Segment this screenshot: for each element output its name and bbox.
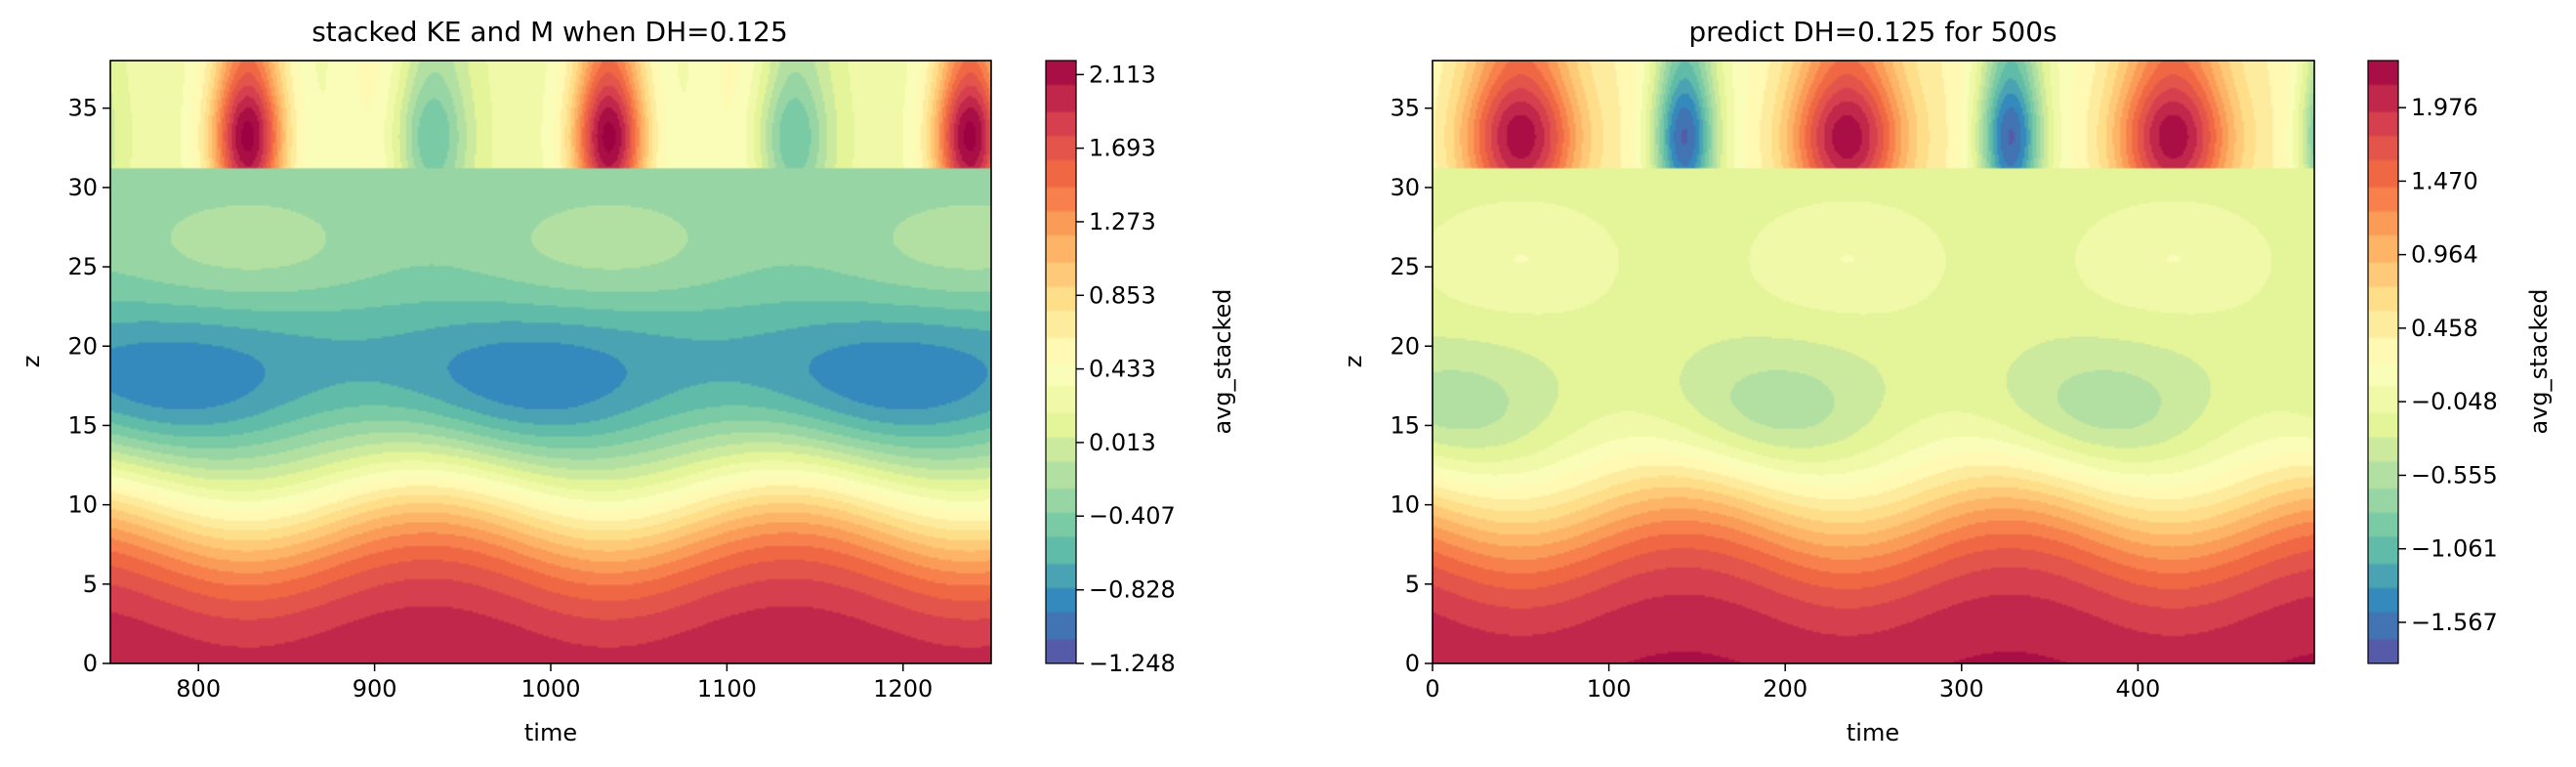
colorbar-tick-label: 1.976: [2411, 94, 2478, 121]
x-tick-label: 900: [353, 675, 397, 703]
x-tick-label: 800: [176, 675, 221, 703]
colorbar-tick-label: −0.828: [1089, 576, 1176, 604]
colorbar-tick-label: 1.693: [1089, 135, 1156, 162]
colorbar-ticks: −1.567 −1.061 −0.555 −0.048 0.458 0.964 1.470 1…: [2398, 94, 2498, 636]
y-tick-label: 35: [1390, 95, 1420, 122]
heatmap-image: [110, 61, 991, 663]
colorbar-tick-label: −1.248: [1089, 650, 1176, 677]
panel-left: stacked KE and M when DH=0.125 800 900 100…: [18, 16, 1236, 746]
y-axis-label: z: [1340, 356, 1367, 368]
x-tick-label: 300: [1939, 675, 1984, 703]
y-tick-label: 10: [67, 491, 98, 519]
colorbar-tick-label: 0.458: [2411, 315, 2478, 342]
x-tick-label: 400: [2115, 675, 2160, 703]
plot-frame: [1432, 60, 2315, 664]
colorbar-tick-label: 0.853: [1089, 281, 1156, 309]
y-tick-label: 25: [67, 253, 98, 280]
chart-title: predict DH=0.125 for 500s: [1688, 16, 2057, 48]
x-axis-ticks: 800 900 1000 1100 1200: [176, 663, 933, 703]
colorbar-tick-label: 1.273: [1089, 208, 1156, 235]
y-axis-label: z: [18, 356, 45, 368]
colorbar-image: [2368, 61, 2398, 663]
x-tick-label: 100: [1587, 675, 1632, 703]
x-tick-label: 0: [1425, 675, 1439, 703]
colorbar-tick-label: −1.567: [2411, 609, 2498, 636]
colorbar-label: avg_stacked: [1209, 288, 1236, 434]
colorbar-ticks: −1.248 −0.828 −0.407 0.013 0.433 0.853 1.273 1.…: [1076, 61, 1176, 677]
y-tick-label: 20: [1390, 332, 1420, 360]
y-tick-label: 15: [67, 411, 98, 439]
x-tick-label: 1000: [520, 675, 580, 703]
y-tick-label: 10: [1390, 491, 1420, 519]
y-tick-label: 5: [83, 571, 98, 598]
y-tick-label: 30: [67, 174, 98, 201]
x-axis-label: time: [524, 719, 577, 746]
colorbar-frame: [1045, 60, 1077, 664]
colorbar-tick-label: 2.113: [1089, 61, 1156, 88]
x-axis-label: time: [1847, 719, 1899, 746]
heatmap-image: [1433, 61, 2314, 663]
y-tick-label: 25: [1390, 253, 1420, 280]
colorbar-tick-label: 0.013: [1089, 429, 1156, 456]
colorbar-tick-label: 0.964: [2411, 241, 2478, 269]
colorbar-tick-label: −1.061: [2411, 535, 2498, 563]
chart-title: stacked KE and M when DH=0.125: [312, 16, 788, 48]
x-tick-label: 1200: [873, 675, 933, 703]
colorbar-tick-label: −0.407: [1089, 502, 1176, 530]
y-tick-label: 15: [1390, 411, 1420, 439]
panel-right: predict DH=0.125 for 500s 0 100 200 300 400 …: [1340, 16, 2553, 746]
y-tick-label: 20: [67, 332, 98, 360]
colorbar-label: avg_stacked: [2525, 288, 2553, 434]
x-axis-ticks: 0 100 200 300 400: [1425, 663, 2160, 703]
x-tick-label: 1100: [697, 675, 757, 703]
y-tick-label: 0: [83, 650, 98, 677]
colorbar-tick-label: −0.048: [2411, 388, 2498, 415]
y-tick-label: 0: [1405, 650, 1420, 677]
y-tick-label: 30: [1390, 174, 1420, 201]
colorbar-image: [1046, 61, 1076, 663]
x-tick-label: 200: [1763, 675, 1807, 703]
colorbar-frame: [2367, 60, 2399, 664]
y-tick-label: 35: [67, 95, 98, 122]
y-tick-label: 5: [1405, 571, 1420, 598]
y-axis-ticks: 0 5 10 15 20 25 30 35: [1390, 95, 1433, 677]
colorbar-tick-label: −0.555: [2411, 461, 2498, 489]
y-axis-ticks: 0 5 10 15 20 25 30 35: [67, 95, 110, 677]
colorbar-tick-label: 1.470: [2411, 167, 2478, 194]
colorbar-tick-label: 0.433: [1089, 356, 1156, 383]
